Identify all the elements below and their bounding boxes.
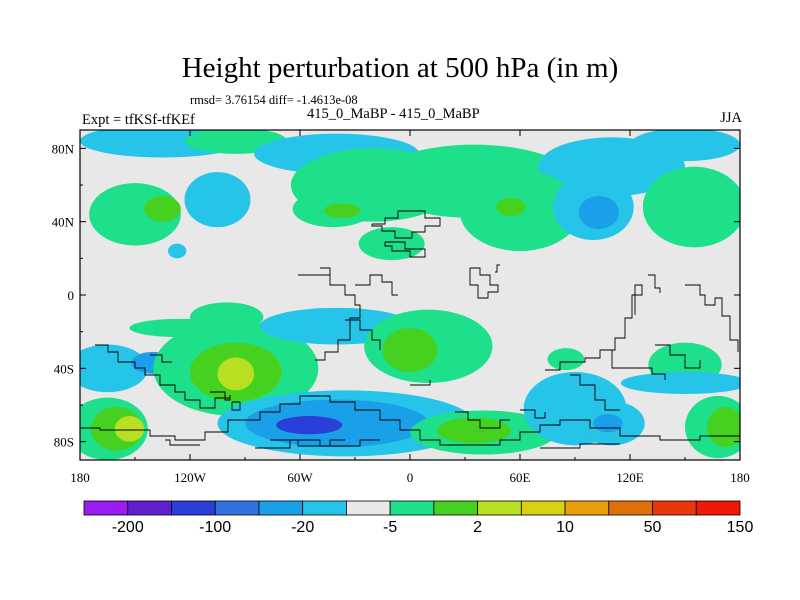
colorbar-cell bbox=[83, 500, 129, 516]
contour-fills bbox=[80, 130, 740, 460]
season-label: JJA bbox=[720, 110, 742, 126]
colorbar-cell bbox=[433, 500, 479, 516]
contour-blob-15 bbox=[578, 196, 619, 229]
chart-title: Height perturbation at 500 hPa (in m) bbox=[181, 52, 619, 84]
coastline-eurasia bbox=[371, 210, 441, 239]
x-tick-label: 60E bbox=[510, 470, 531, 485]
contour-blob-34 bbox=[114, 416, 145, 442]
y-tick-label: 0 bbox=[68, 288, 75, 303]
coastline-island bbox=[648, 274, 661, 293]
x-tick-label: 60W bbox=[287, 470, 313, 485]
colorbar-cell bbox=[258, 500, 304, 516]
x-tick-label: 120W bbox=[174, 470, 207, 485]
coastline-antarctic-land bbox=[270, 439, 345, 447]
y-tick-label: 40S bbox=[54, 361, 74, 376]
contour-blob-44 bbox=[620, 372, 740, 394]
contour-blob-17 bbox=[358, 227, 425, 261]
coastline-australia-2 bbox=[570, 374, 620, 411]
contour-blob-36 bbox=[707, 406, 740, 448]
contour-blob-18 bbox=[168, 243, 187, 259]
coastline-falklands bbox=[231, 401, 241, 411]
coastline-south-shelf bbox=[540, 443, 620, 449]
contour-blob-43 bbox=[547, 348, 585, 371]
colorbar-cell bbox=[652, 500, 697, 516]
case-label: 415_0_MaBP - 415_0_MaBP bbox=[307, 106, 480, 122]
coastline-arabia bbox=[469, 267, 499, 299]
colorbar-label: -100 bbox=[199, 519, 231, 536]
coastline-antarctica bbox=[80, 395, 740, 446]
contour-blob-41 bbox=[593, 414, 623, 433]
colorbar-cell bbox=[171, 500, 216, 516]
colorbar-label: -20 bbox=[291, 519, 314, 536]
coastline-peninsula bbox=[210, 391, 231, 401]
colorbar-cell bbox=[564, 500, 610, 516]
colorbar-label: 150 bbox=[727, 519, 754, 536]
y-axis: 80N 40N 0 40S 80S bbox=[52, 141, 740, 450]
contour-blob-31 bbox=[276, 416, 343, 435]
colorbar-cell bbox=[520, 500, 566, 516]
coastline-south-atlantic bbox=[455, 411, 510, 429]
coastline-europe bbox=[384, 241, 426, 258]
x-axis: 180 120W 60W 0 60E 120E 180 bbox=[70, 130, 750, 485]
x-tick-label: 120E bbox=[616, 470, 644, 485]
colorbar-cell bbox=[127, 500, 172, 516]
coastline-weddell bbox=[410, 380, 431, 386]
coastline-antarctic-shelf bbox=[255, 439, 380, 449]
coastline-south-america-2 bbox=[150, 354, 172, 363]
coastline-maritime bbox=[605, 284, 643, 351]
coastline-kerguelen bbox=[520, 409, 546, 419]
contour-blob-8 bbox=[144, 196, 181, 222]
contour-blob-19 bbox=[80, 344, 148, 393]
coastline-africa bbox=[298, 274, 361, 361]
x-tick-label: 0 bbox=[407, 470, 414, 485]
stats-text: rmsd= 3.76154 diff= -1.4613e-08 bbox=[190, 93, 358, 107]
contour-blob-6 bbox=[630, 130, 740, 162]
contour-blob-9 bbox=[184, 172, 251, 228]
colorbar-label: -5 bbox=[383, 519, 397, 536]
colorbar-label: -200 bbox=[112, 519, 144, 536]
coastline-africa-2 bbox=[345, 319, 381, 350]
contour-blob-16 bbox=[642, 166, 740, 248]
colorbar-label: 10 bbox=[556, 519, 574, 536]
contour-blob-38 bbox=[437, 417, 511, 444]
colorbar-cell bbox=[345, 500, 391, 516]
experiment-label: Expt = tfKSf-tfKEf bbox=[82, 112, 195, 128]
coastline-india bbox=[495, 264, 500, 273]
contour-blob-24 bbox=[217, 357, 255, 391]
colorbar: -200 -100 -20 -5 2 10 50 150 bbox=[83, 500, 754, 536]
coastline-east-pacific bbox=[655, 344, 701, 369]
colorbar-cell bbox=[477, 500, 522, 516]
coastline-antarctic-edge bbox=[165, 439, 200, 446]
contour-blob-28 bbox=[382, 328, 438, 372]
x-tick-label: 180 bbox=[730, 470, 750, 485]
colorbar-label: 2 bbox=[473, 519, 482, 536]
coastline-australia bbox=[545, 349, 666, 380]
y-tick-label: 80S bbox=[54, 435, 74, 450]
coastline-africa-east bbox=[355, 274, 398, 296]
colorbar-cell bbox=[608, 500, 653, 516]
coastline-south-america bbox=[95, 344, 230, 409]
colorbar-cell bbox=[214, 500, 260, 516]
contour-blob-25 bbox=[190, 302, 264, 332]
x-tick-label: 180 bbox=[70, 470, 90, 485]
y-tick-label: 80N bbox=[52, 141, 75, 156]
colorbar-label: 50 bbox=[644, 519, 662, 536]
y-tick-label: 40N bbox=[52, 215, 75, 230]
contour-blob-13 bbox=[496, 197, 526, 217]
colorbar-cell bbox=[695, 500, 741, 516]
coastline-pacific bbox=[685, 284, 739, 352]
coastlines bbox=[80, 210, 740, 449]
colorbar-cell bbox=[302, 500, 347, 516]
contour-blob-11 bbox=[323, 203, 361, 219]
coastline-west-africa bbox=[320, 267, 331, 276]
colorbar-cell bbox=[389, 500, 435, 516]
